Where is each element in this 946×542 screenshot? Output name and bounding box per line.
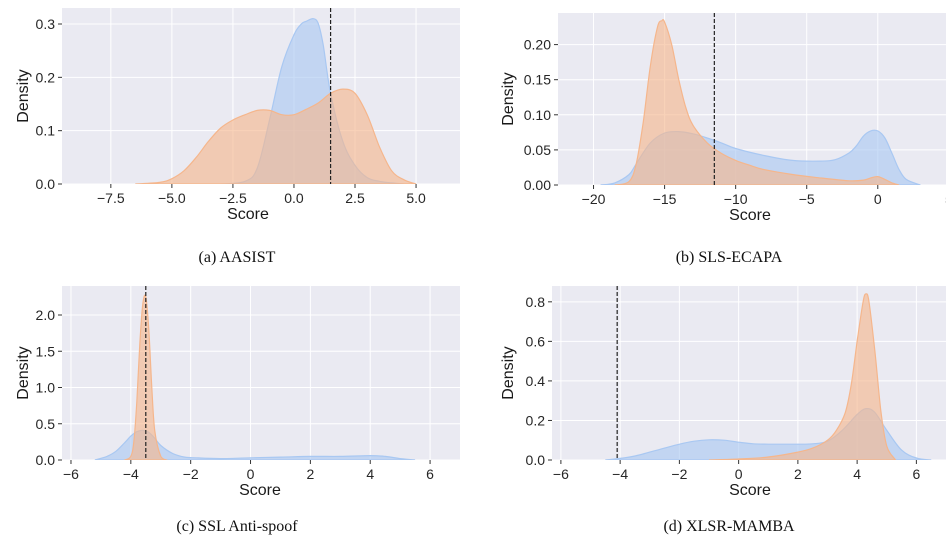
y-tick-label: 0.0 — [526, 452, 546, 468]
x-axis-title: Score — [239, 482, 281, 499]
y-tick-label: 2.0 — [36, 307, 56, 323]
x-tick-label: 2 — [306, 466, 314, 482]
x-tick-label: 0 — [735, 466, 743, 482]
plot-background — [62, 286, 460, 460]
x-tick-label: −20 — [582, 191, 606, 207]
y-tick-label: 1.0 — [36, 380, 56, 396]
x-tick-label: −6 — [553, 466, 569, 482]
x-tick-label: 5 — [945, 191, 946, 207]
y-tick-label: 1.5 — [36, 343, 56, 359]
panel-1: −7.5 −5.0 −2.5 0.0 2.5 5.0 0.0 0.1 0.2 0.3 Score De… — [15, 8, 460, 266]
x-tick-label: 0 — [247, 466, 255, 482]
panel-3: −6 −4 −2 0 2 4 6 0.0 0.5 1.0 1.5 2.0 Score Density (c)… — [15, 286, 460, 535]
x-tick-label: −15 — [653, 191, 677, 207]
y-axis-title: Density — [500, 346, 517, 399]
x-axis-title: Score — [227, 206, 269, 223]
panel-4: −6 −4 −2 0 2 4 6 0.0 0.2 0.4 0.6 0.8 Score Density (d)… — [500, 286, 946, 535]
y-axis-title: Density — [15, 69, 32, 122]
x-tick-label: −4 — [123, 466, 139, 482]
x-tick-label: −5.0 — [158, 190, 186, 206]
density-area-orange — [614, 18, 900, 185]
panel-caption: (c) SSL Anti-spoof — [176, 518, 298, 535]
x-tick-label: 4 — [853, 466, 861, 482]
y-tick-label: 0.0 — [36, 452, 56, 468]
x-tick-label: 0.0 — [284, 190, 304, 206]
panel-caption: (a) AASIST — [199, 249, 276, 266]
y-tick-label: 0.2 — [526, 412, 546, 428]
x-tick-label: 2.5 — [345, 190, 365, 206]
x-tick-label: −6 — [63, 466, 79, 482]
y-tick-label: 0.00 — [524, 177, 551, 193]
x-tick-label: −4 — [612, 466, 628, 482]
x-tick-label: 4 — [366, 466, 374, 482]
x-tick-label: −2 — [671, 466, 687, 482]
x-tick-label: −2.5 — [219, 190, 247, 206]
y-tick-label: 0.1 — [36, 123, 56, 139]
x-axis-title: Score — [729, 207, 771, 224]
x-tick-label: 5.0 — [406, 190, 426, 206]
panel-2: −20 −15 −10 −5 0 5 0.00 0.05 0.10 0.15 0.20 Score De… — [500, 13, 946, 266]
y-axis-title: Density — [500, 72, 517, 125]
x-tick-label: 0 — [874, 191, 882, 207]
y-tick-label: 0.20 — [524, 37, 551, 53]
density-area-orange — [708, 293, 897, 460]
x-tick-label: −7.5 — [97, 190, 125, 206]
panel-caption: (d) XLSR-MAMBA — [663, 518, 795, 535]
x-tick-label: 6 — [912, 466, 920, 482]
y-tick-label: 0.6 — [526, 333, 546, 349]
x-tick-label: 6 — [426, 466, 434, 482]
x-tick-label: −2 — [183, 466, 199, 482]
y-axis-title: Density — [15, 346, 32, 399]
y-tick-label: 0.8 — [526, 294, 546, 310]
x-axis-title: Score — [729, 482, 771, 499]
density-area-orange — [135, 88, 417, 184]
panel-caption: (b) SLS-ECAPA — [676, 249, 783, 266]
density-area-blue — [94, 429, 416, 460]
y-tick-label: 0.10 — [524, 107, 551, 123]
y-tick-label: 0.5 — [36, 416, 56, 432]
y-tick-label: 0.15 — [524, 72, 551, 88]
y-tick-label: 0.05 — [524, 142, 551, 158]
y-tick-label: 0.4 — [526, 373, 546, 389]
x-tick-label: −5 — [799, 191, 815, 207]
y-tick-label: 0.0 — [36, 176, 56, 192]
x-tick-label: −10 — [724, 191, 748, 207]
y-tick-label: 0.2 — [36, 69, 56, 85]
x-tick-label: 2 — [794, 466, 802, 482]
y-tick-label: 0.3 — [36, 16, 56, 32]
